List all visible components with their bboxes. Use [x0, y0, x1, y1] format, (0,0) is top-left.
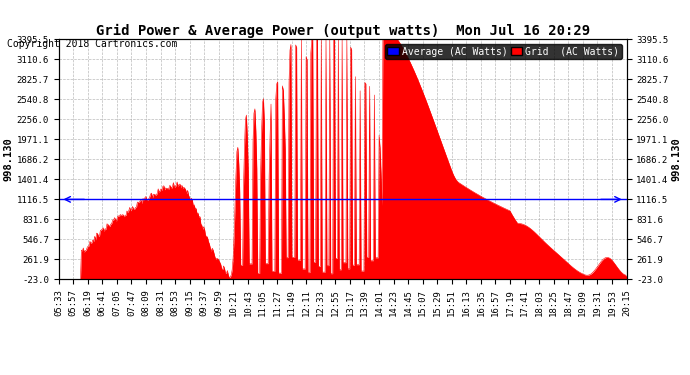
Y-axis label: 998.130: 998.130	[4, 138, 14, 181]
Y-axis label: 998.130: 998.130	[671, 138, 681, 181]
Legend: Average (AC Watts), Grid  (AC Watts): Average (AC Watts), Grid (AC Watts)	[385, 44, 622, 59]
Title: Grid Power & Average Power (output watts)  Mon Jul 16 20:29: Grid Power & Average Power (output watts…	[95, 24, 590, 38]
Text: Copyright 2018 Cartronics.com: Copyright 2018 Cartronics.com	[7, 39, 177, 50]
